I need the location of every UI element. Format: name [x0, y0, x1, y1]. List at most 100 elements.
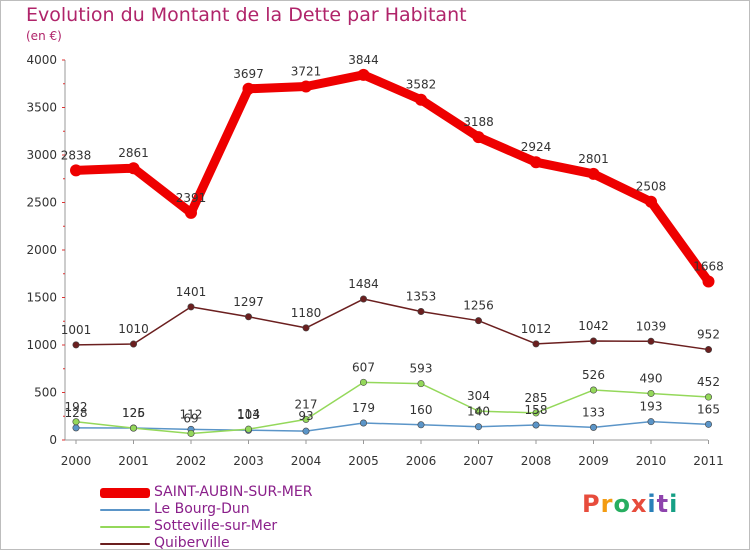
data-label: 593 — [410, 362, 433, 376]
chart-subtitle: (en €) — [26, 29, 62, 43]
data-label: 3188 — [463, 115, 494, 129]
data-label: 2838 — [61, 148, 92, 162]
data-label: 285 — [525, 391, 548, 405]
data-point — [647, 337, 655, 345]
logo-letter: P — [582, 490, 601, 518]
legend-item[interactable]: SAINT-AUBIN-SUR-MER — [100, 484, 312, 501]
data-label: 607 — [352, 360, 375, 374]
data-label: 3844 — [348, 53, 379, 67]
data-point — [589, 386, 597, 394]
data-label: 93 — [298, 409, 313, 423]
data-point — [302, 427, 310, 435]
data-point — [417, 421, 425, 429]
data-point — [359, 419, 367, 427]
series-line — [75, 298, 710, 351]
legend-label: Le Bourg-Dun — [154, 501, 250, 517]
data-label: 69 — [183, 411, 198, 425]
data-point — [645, 195, 657, 208]
data-label: 1010 — [118, 322, 149, 336]
data-point — [474, 317, 482, 325]
data-point — [300, 80, 312, 93]
legend: SAINT-AUBIN-SUR-MER Le Bourg-Dun Sottevi… — [100, 484, 312, 552]
data-point — [72, 418, 80, 426]
data-point — [187, 303, 195, 311]
x-tick-label: 2006 — [406, 454, 437, 468]
data-point — [587, 167, 600, 180]
x-tick-label: 2007 — [463, 454, 494, 468]
series-line — [75, 381, 710, 435]
legend-item[interactable]: Sotteville-sur-Mer — [100, 518, 312, 535]
y-tick-label: 3000 — [26, 148, 57, 162]
legend-swatch — [100, 525, 150, 528]
data-point — [302, 415, 310, 423]
data-label: 1353 — [406, 289, 437, 303]
data-point — [72, 424, 80, 432]
x-tick-label: 2010 — [636, 454, 667, 468]
y-tick-label: 1500 — [26, 291, 57, 305]
data-point — [72, 341, 80, 349]
x-tick-label: 2003 — [233, 454, 264, 468]
data-label: 1012 — [521, 322, 552, 336]
data-point — [474, 407, 482, 415]
data-label: 452 — [697, 375, 720, 389]
data-point — [704, 420, 712, 428]
data-label: 133 — [582, 405, 605, 419]
x-tick-label: 2011 — [693, 454, 724, 468]
legend-swatch — [100, 487, 150, 498]
logo-letter: i — [669, 490, 679, 518]
data-point — [472, 131, 485, 144]
data-label: 490 — [640, 371, 663, 385]
legend-swatch — [100, 542, 150, 545]
data-point — [245, 425, 253, 433]
data-label: 179 — [352, 401, 375, 415]
data-label: 1297 — [233, 295, 264, 309]
data-label: 103 — [237, 408, 260, 422]
logo-letter: t — [656, 490, 670, 518]
data-label: 3697 — [233, 67, 264, 81]
data-point — [532, 340, 540, 348]
legend-label: Sotteville-sur-Mer — [154, 518, 278, 534]
y-tick-label: 1000 — [26, 338, 57, 352]
logo-letter: o — [613, 490, 631, 518]
data-label: 1484 — [348, 277, 379, 291]
data-point — [70, 164, 82, 177]
data-point — [704, 346, 712, 354]
data-label: 193 — [640, 400, 663, 414]
data-point — [474, 423, 482, 431]
data-point — [647, 418, 655, 426]
data-label: 1668 — [693, 260, 724, 274]
data-point — [187, 429, 195, 437]
data-point — [357, 68, 370, 81]
y-tick-label: 2500 — [26, 196, 57, 210]
logo-letter: r — [600, 490, 614, 518]
data-point — [589, 337, 597, 345]
data-point — [532, 421, 540, 429]
data-label: 1180 — [291, 306, 322, 320]
data-point — [185, 206, 197, 219]
chart-title: Evolution du Montant de la Dette par Hab… — [26, 4, 467, 26]
data-label: 1042 — [578, 319, 609, 333]
data-label: 2924 — [521, 140, 552, 154]
data-point — [302, 324, 310, 332]
data-label: 1039 — [636, 319, 667, 333]
data-label: 1256 — [463, 299, 494, 313]
data-point — [702, 275, 715, 288]
data-label: 160 — [410, 403, 433, 417]
data-point — [704, 393, 712, 401]
data-point — [359, 378, 367, 386]
data-label: 192 — [65, 400, 88, 414]
data-point — [242, 82, 255, 95]
x-tick-label: 2000 — [61, 454, 92, 468]
data-label: 165 — [697, 402, 720, 416]
x-tick-label: 2005 — [348, 454, 379, 468]
data-label: 1401 — [176, 285, 207, 299]
data-label: 114 — [237, 407, 260, 421]
x-tick-label: 2009 — [578, 454, 609, 468]
data-label: 3721 — [291, 65, 322, 79]
data-point — [130, 340, 138, 348]
legend-item[interactable]: Le Bourg-Dun — [100, 501, 312, 518]
legend-item[interactable]: Quiberville — [100, 535, 312, 552]
data-label: 112 — [180, 407, 203, 421]
logo-letter: x — [630, 490, 648, 518]
proxiti-logo: Proxiti — [582, 490, 678, 518]
